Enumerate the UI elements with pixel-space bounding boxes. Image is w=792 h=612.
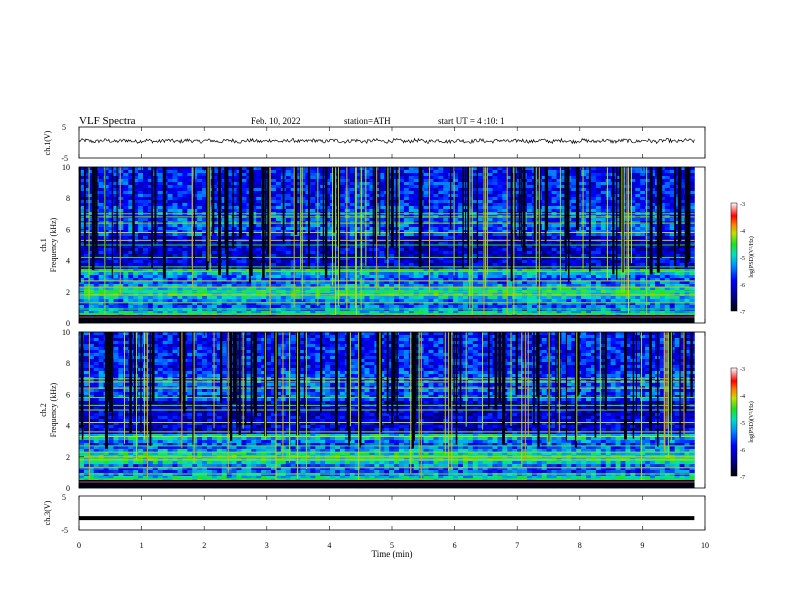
- ch2-spectrogram-panel: 0 2 4 6 8 10 ch.2 Frequency (kHz): [39, 328, 706, 493]
- freq-tick-label: 10: [62, 163, 70, 172]
- ch2-ylabel-channel: ch.2: [39, 403, 48, 417]
- colorbar-tick-label: -5: [740, 421, 745, 427]
- x-tick-label: 4: [327, 541, 331, 550]
- x-tick-label: 0: [77, 541, 81, 550]
- colorbar-tick-label: -3: [740, 202, 745, 208]
- ch2-ylabel-frequency: Frequency (kHz): [49, 382, 58, 437]
- freq-tick-label: 0: [66, 319, 70, 328]
- x-tick-label: 10: [701, 541, 709, 550]
- x-tick-label: 2: [202, 541, 206, 550]
- colorbar-tick-label: -5: [740, 256, 745, 262]
- ch1-spectrogram-panel: 0 2 4 6 8 10 ch.1 Frequency (kHz): [39, 163, 706, 328]
- ch1-ylabel-frequency: Frequency (kHz): [49, 217, 58, 272]
- x-tick-label: 6: [453, 541, 457, 550]
- colorbar-tick-label: -4: [740, 229, 745, 235]
- ch1-colorbar: -3 -4 -5 -6 -7 log(PSD)(V²/Hz): [730, 202, 755, 316]
- ch2-colorbar: -3 -4 -5 -6 -7 log(PSD)(V²/Hz): [730, 367, 755, 481]
- freq-tick-label: 6: [66, 390, 70, 399]
- figure-station: station=ATH: [344, 116, 391, 126]
- colorbar-tick-label: -4: [740, 394, 745, 400]
- x-tick-label: 9: [640, 541, 644, 550]
- x-tick-label: 1: [140, 541, 144, 550]
- ch3-waveform-panel: 5 -5 ch.3(V): [43, 493, 706, 535]
- colorbar-tick-label: -3: [740, 367, 745, 373]
- ch3-waveform-frame: [78, 495, 706, 531]
- ch1-waveform-line: [78, 137, 695, 145]
- freq-tick-label: 10: [62, 328, 70, 337]
- ch3-ytick-bottom: -5: [61, 526, 68, 535]
- freq-tick-label: 4: [66, 257, 70, 266]
- freq-tick-label: 0: [66, 484, 70, 493]
- figure-title: VLF Spectra: [79, 115, 136, 127]
- ch1-spectrogram-image: [78, 167, 695, 324]
- ch2-spectrogram-image: [79, 332, 695, 489]
- ch1-waveform-panel: 5 -5 ch.1(V): [43, 123, 706, 163]
- ch3-waveform-ylabel: ch.3(V): [43, 500, 52, 525]
- ch1-ytick-bottom: -5: [61, 154, 68, 163]
- figure-date: Feb. 10, 2022: [251, 116, 301, 126]
- x-tick-label: 5: [390, 541, 394, 550]
- x-tick-label: 7: [515, 541, 519, 550]
- colorbar-label: log(PSD)(V²/Hz): [748, 401, 755, 442]
- freq-tick-label: 2: [66, 288, 70, 297]
- colorbar-tick-label: -7: [740, 475, 745, 481]
- colorbar-tick-label: -7: [740, 310, 745, 316]
- time-x-axis: 0 1 2 3 4 5 6 7 8 9 10: [77, 127, 709, 550]
- ch1-ytick-top: 5: [62, 123, 66, 132]
- ch1-ylabel-channel: ch.1: [39, 238, 48, 252]
- colorbar-tick-label: -6: [740, 448, 745, 454]
- freq-tick-label: 4: [66, 422, 70, 431]
- ch1-waveform-ylabel: ch.1(V): [43, 130, 52, 155]
- ch3-ytick-top: 5: [62, 493, 66, 502]
- colorbar-label: log(PSD)(V²/Hz): [748, 236, 755, 277]
- freq-tick-label: 6: [66, 225, 70, 234]
- figure-start-time: start UT = 4 :10: 1: [438, 116, 505, 126]
- colorbar-tick-label: -6: [740, 283, 745, 289]
- x-tick-label: 8: [578, 541, 582, 550]
- freq-tick-label: 8: [66, 194, 70, 203]
- x-tick-label: 3: [265, 541, 269, 550]
- x-axis-label: Time (min): [372, 549, 413, 559]
- freq-tick-label: 8: [66, 359, 70, 368]
- freq-tick-label: 2: [66, 453, 70, 462]
